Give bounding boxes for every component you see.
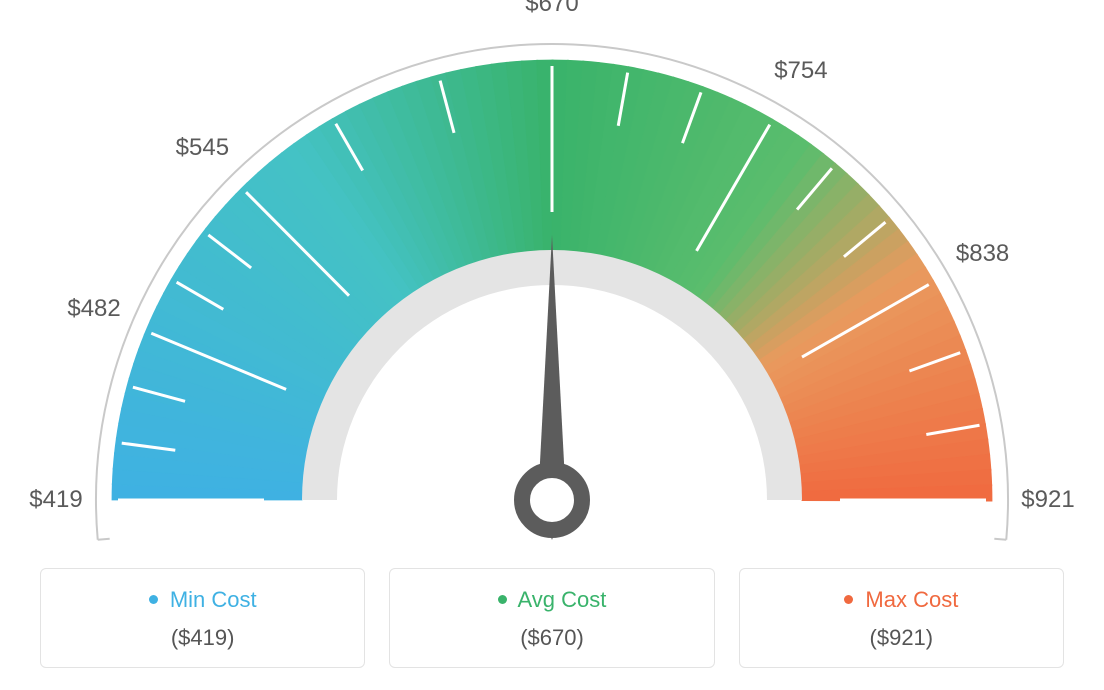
legend-card-max: Max Cost ($921): [739, 568, 1064, 668]
legend-title-max: Max Cost: [750, 587, 1053, 613]
gauge-tick-label: $838: [956, 240, 1009, 268]
legend-title-text: Min Cost: [170, 587, 257, 612]
legend-card-avg: Avg Cost ($670): [389, 568, 714, 668]
legend-title-text: Max Cost: [865, 587, 958, 612]
legend-title-text: Avg Cost: [518, 587, 607, 612]
cost-gauge-container: $419 $482 $545 $670 $754 $838 $921 Min Cost ($…: [0, 0, 1104, 690]
gauge-tick-label: $482: [67, 295, 120, 323]
legend-value-max: ($921): [750, 625, 1053, 651]
dot-icon: [149, 595, 158, 604]
legend-value-avg: ($670): [400, 625, 703, 651]
legend-title-avg: Avg Cost: [400, 587, 703, 613]
dot-icon: [844, 595, 853, 604]
legend-title-min: Min Cost: [51, 587, 354, 613]
dot-icon: [498, 595, 507, 604]
gauge-tick-label: $670: [525, 0, 578, 18]
gauge-chart: $419 $482 $545 $670 $754 $838 $921: [0, 0, 1104, 560]
legend-card-min: Min Cost ($419): [40, 568, 365, 668]
gauge-tick-label: $921: [1021, 486, 1074, 514]
gauge-tick-label: $754: [774, 57, 827, 85]
gauge-tick-label: $419: [29, 486, 82, 514]
legend-row: Min Cost ($419) Avg Cost ($670) Max Cost…: [40, 568, 1064, 668]
gauge-tick-label: $545: [176, 134, 229, 162]
legend-value-min: ($419): [51, 625, 354, 651]
